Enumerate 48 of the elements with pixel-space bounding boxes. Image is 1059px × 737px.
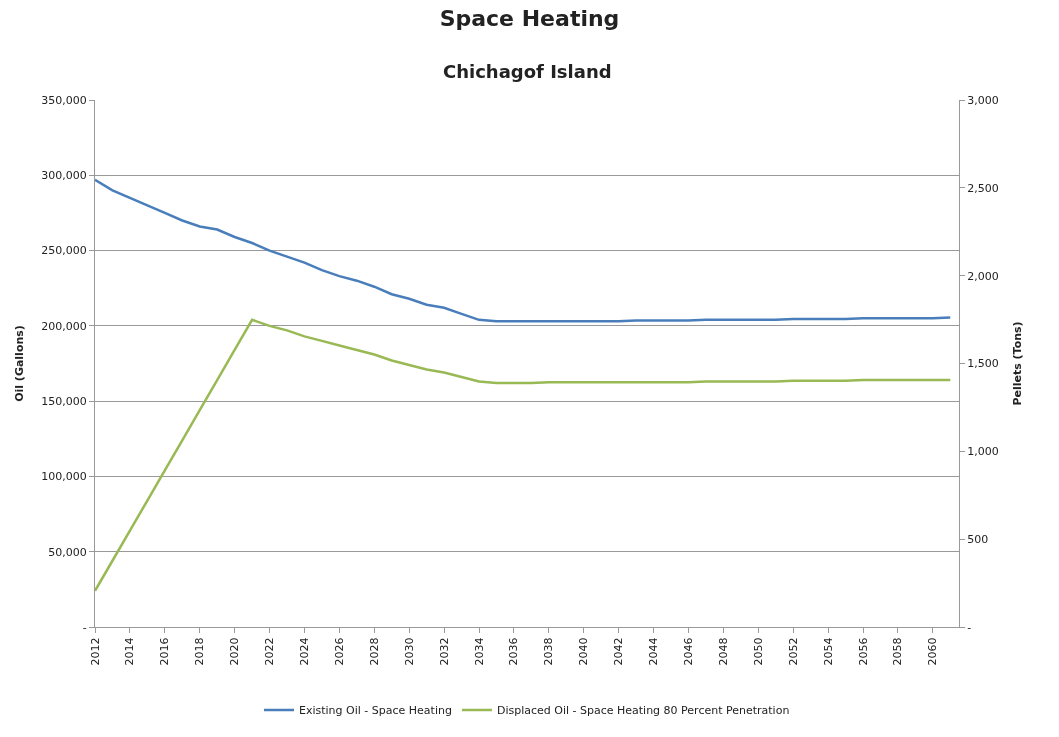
legend-label: Displaced Oil - Space Heating 80 Percent Penetration [496, 704, 790, 718]
x-tick-label: 2012 [88, 637, 102, 666]
y2-tick-label: 1,500 [967, 357, 999, 371]
x-tick-label: 2022 [263, 637, 277, 666]
y2-tick-label: 2,500 [967, 181, 999, 195]
x-tick-label: 2026 [332, 637, 346, 666]
y2-tick-label: 2,000 [967, 269, 999, 283]
x-tick-label: 2038 [542, 637, 556, 666]
y2-axis-title: Pellets (Tons) [1010, 321, 1024, 406]
chart-title: Space Heating [439, 6, 620, 32]
y-axis-title: Oil (Gallons) [12, 325, 26, 402]
x-tick-label: 2034 [472, 637, 486, 666]
x-tick-label: 2020 [228, 637, 242, 666]
x-tick-label: 2042 [612, 637, 626, 666]
y2-tick-label: 3,000 [967, 93, 999, 107]
x-tick-label: 2044 [647, 637, 661, 666]
y-tick-label: 150,000 [41, 394, 87, 408]
x-tick-label: 2024 [298, 637, 312, 666]
x-tick-label: 2052 [786, 637, 800, 666]
y-tick-label: 250,000 [41, 244, 87, 258]
y-tick-label: 200,000 [41, 319, 87, 333]
y2-tick-label: 500 [967, 533, 989, 547]
x-tick-label: 2018 [193, 637, 207, 666]
legend-label: Existing Oil - Space Heating [299, 704, 452, 718]
x-tick-label: 2060 [926, 637, 940, 666]
y-tick-label: 350,000 [41, 93, 87, 107]
x-tick-label: 2058 [891, 637, 905, 666]
line-series [95, 318, 952, 593]
x-tick-label: 2036 [507, 637, 521, 666]
x-tick-label: 2054 [821, 637, 835, 666]
x-tick-label: 2050 [751, 637, 765, 666]
y2-tick-label: 1,000 [967, 445, 999, 459]
y-tick-label: 100,000 [41, 470, 87, 484]
x-tick-label: 2032 [437, 637, 451, 666]
y2-tick-label: - [967, 620, 972, 634]
x-tick-label: 2048 [716, 637, 730, 666]
x-tick-label: 2046 [682, 637, 696, 666]
line-series [95, 178, 952, 323]
y-tick-label: 300,000 [41, 169, 87, 183]
x-tick-label: 2028 [367, 637, 381, 666]
x-tick-label: 2014 [123, 637, 137, 666]
x-tick-label: 2016 [158, 637, 172, 666]
y-tick-label: - [82, 620, 87, 634]
y-tick-label: 50,000 [48, 545, 87, 559]
x-tick-label: 2056 [856, 637, 870, 666]
chart-subtitle: Chichagof Island [443, 61, 612, 82]
x-tick-label: 2040 [577, 637, 591, 666]
x-tick-label: 2030 [402, 637, 416, 666]
